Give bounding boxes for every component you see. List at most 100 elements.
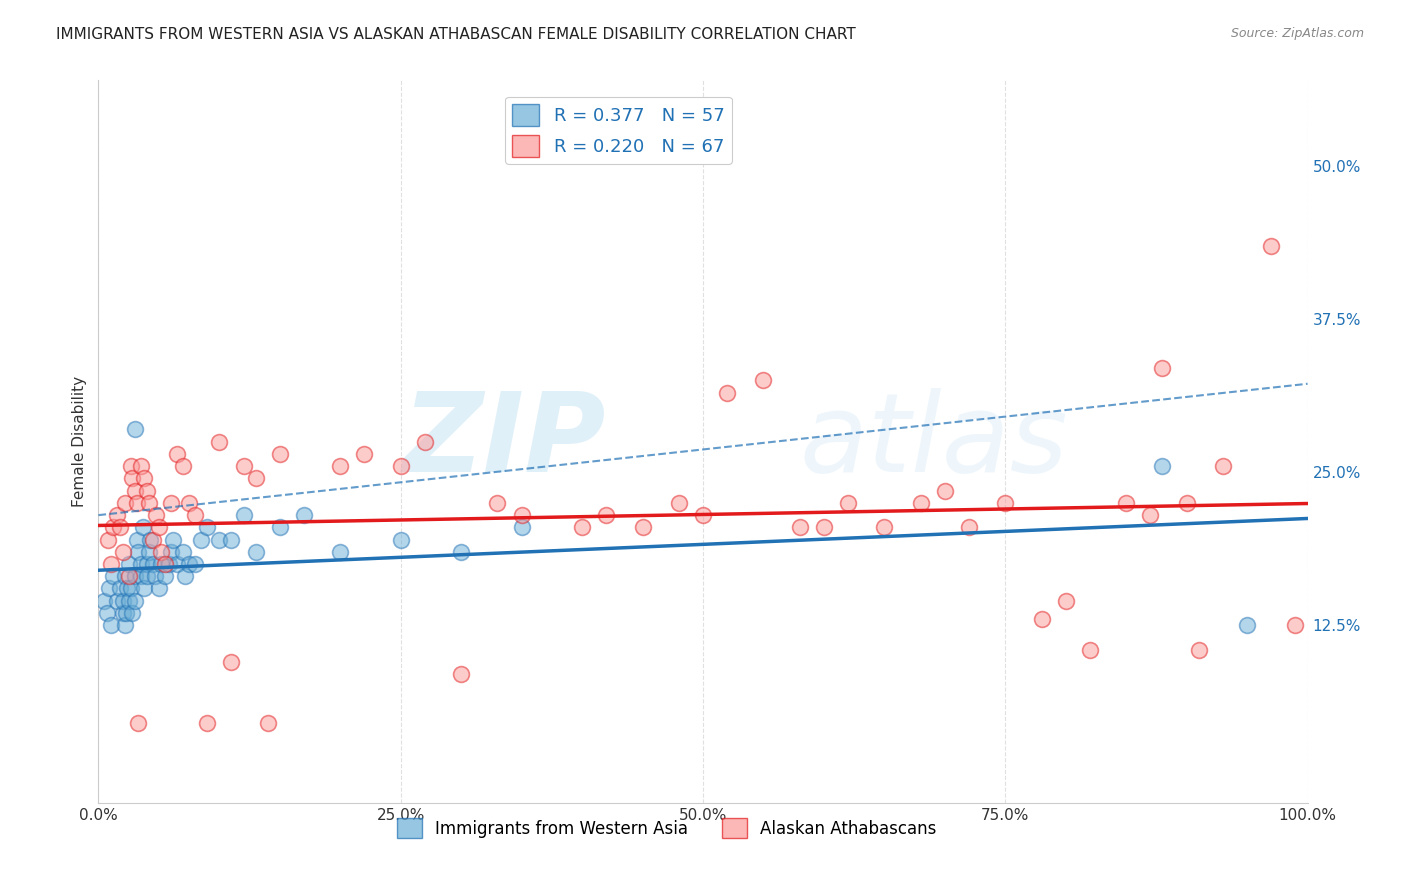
- Point: [172, 545, 194, 559]
- Point: [114, 569, 136, 583]
- Point: [139, 533, 162, 547]
- Point: [93, 593, 115, 607]
- Point: [1152, 458, 1174, 473]
- Point: [127, 533, 149, 547]
- Point: [127, 545, 149, 559]
- Point: [124, 569, 146, 583]
- Point: [208, 533, 231, 547]
- Point: [221, 655, 243, 669]
- Point: [108, 582, 131, 596]
- Point: [117, 582, 139, 596]
- Point: [292, 508, 315, 522]
- Point: [153, 557, 176, 571]
- Point: [510, 520, 533, 534]
- Point: [120, 458, 142, 473]
- Point: [115, 606, 138, 620]
- Point: [1260, 238, 1282, 252]
- Point: [190, 533, 212, 547]
- Point: [135, 569, 157, 583]
- Point: [160, 545, 183, 559]
- Point: [166, 447, 188, 461]
- Point: [1031, 612, 1053, 626]
- Point: [160, 496, 183, 510]
- Point: [413, 434, 436, 449]
- Text: atlas: atlas: [800, 388, 1069, 495]
- Point: [510, 508, 533, 522]
- Point: [873, 520, 896, 534]
- Point: [124, 422, 146, 436]
- Point: [1054, 593, 1077, 607]
- Point: [1115, 496, 1137, 510]
- Y-axis label: Female Disability: Female Disability: [72, 376, 87, 508]
- Point: [153, 569, 176, 583]
- Point: [132, 520, 155, 534]
- Point: [1188, 642, 1211, 657]
- Point: [221, 533, 243, 547]
- Point: [124, 483, 146, 498]
- Point: [716, 385, 738, 400]
- Point: [1078, 642, 1101, 657]
- Text: Source: ZipAtlas.com: Source: ZipAtlas.com: [1230, 27, 1364, 40]
- Point: [150, 545, 173, 559]
- Point: [129, 569, 152, 583]
- Point: [111, 593, 134, 607]
- Point: [595, 508, 617, 522]
- Point: [118, 557, 141, 571]
- Point: [813, 520, 835, 534]
- Point: [692, 508, 714, 522]
- Point: [138, 496, 160, 510]
- Point: [752, 373, 775, 387]
- Point: [934, 483, 956, 498]
- Point: [571, 520, 593, 534]
- Point: [353, 447, 375, 461]
- Text: ZIP: ZIP: [402, 388, 606, 495]
- Point: [174, 569, 197, 583]
- Point: [129, 557, 152, 571]
- Point: [101, 520, 124, 534]
- Legend: Immigrants from Western Asia, Alaskan Athabascans: Immigrants from Western Asia, Alaskan At…: [391, 812, 943, 845]
- Point: [172, 458, 194, 473]
- Point: [111, 606, 134, 620]
- Point: [245, 471, 267, 485]
- Point: [135, 483, 157, 498]
- Point: [450, 667, 472, 681]
- Point: [142, 533, 165, 547]
- Point: [111, 545, 134, 559]
- Point: [114, 618, 136, 632]
- Point: [134, 582, 156, 596]
- Point: [256, 716, 278, 731]
- Point: [118, 593, 141, 607]
- Point: [108, 520, 131, 534]
- Point: [129, 458, 152, 473]
- Point: [100, 557, 122, 571]
- Point: [269, 520, 291, 534]
- Point: [994, 496, 1017, 510]
- Point: [668, 496, 690, 510]
- Point: [1175, 496, 1198, 510]
- Point: [184, 557, 207, 571]
- Point: [100, 618, 122, 632]
- Point: [208, 434, 231, 449]
- Point: [1152, 361, 1174, 376]
- Point: [837, 496, 859, 510]
- Point: [232, 508, 254, 522]
- Point: [157, 557, 180, 571]
- Point: [142, 557, 165, 571]
- Point: [143, 569, 166, 583]
- Point: [150, 557, 173, 571]
- Point: [105, 508, 128, 522]
- Point: [97, 533, 120, 547]
- Text: IMMIGRANTS FROM WESTERN ASIA VS ALASKAN ATHABASCAN FEMALE DISABILITY CORRELATION: IMMIGRANTS FROM WESTERN ASIA VS ALASKAN …: [56, 27, 856, 42]
- Point: [101, 569, 124, 583]
- Point: [114, 496, 136, 510]
- Point: [232, 458, 254, 473]
- Point: [450, 545, 472, 559]
- Point: [329, 458, 352, 473]
- Point: [1139, 508, 1161, 522]
- Point: [389, 458, 412, 473]
- Point: [148, 520, 170, 534]
- Point: [96, 606, 118, 620]
- Point: [134, 471, 156, 485]
- Point: [105, 593, 128, 607]
- Point: [789, 520, 811, 534]
